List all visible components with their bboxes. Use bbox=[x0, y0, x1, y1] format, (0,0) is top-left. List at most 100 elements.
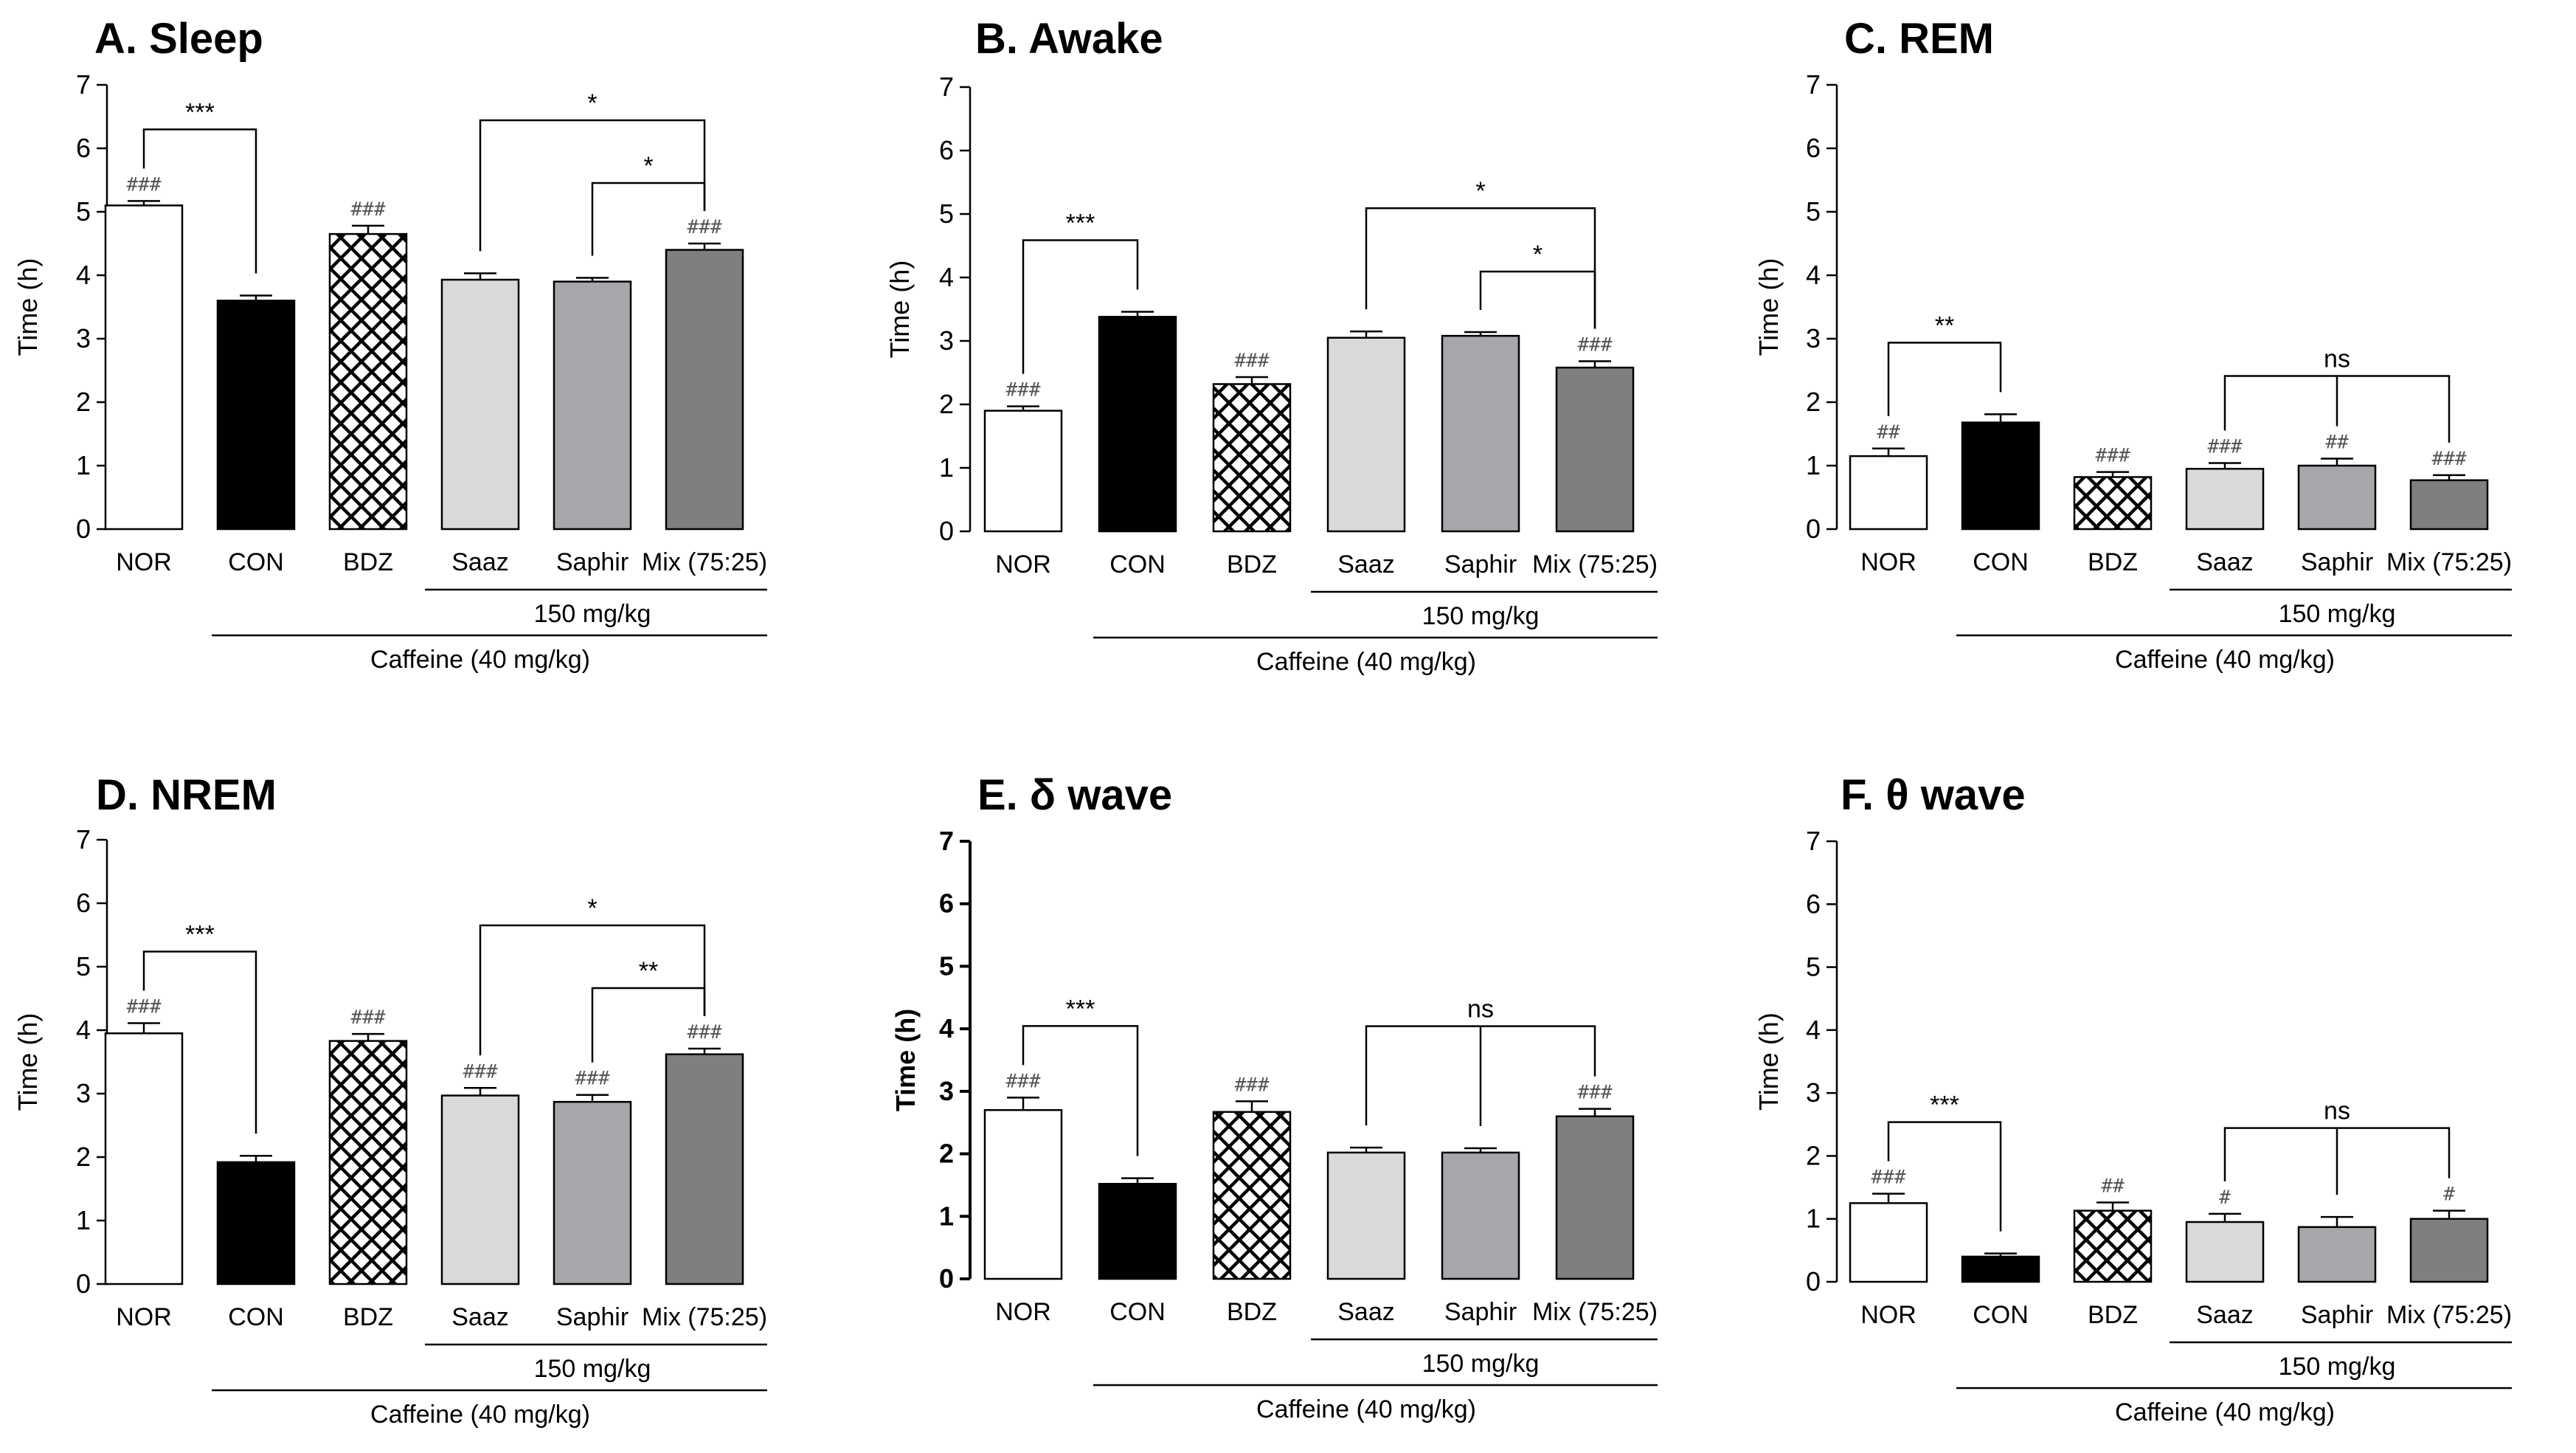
y-tick-label: 0 bbox=[939, 1263, 954, 1294]
y-tick-label: 7 bbox=[76, 69, 91, 100]
y-tick-label: 5 bbox=[76, 196, 91, 227]
comparison-label: *** bbox=[1066, 995, 1095, 1023]
significance-hash: ## bbox=[1877, 421, 1900, 444]
comparison-label: * bbox=[1475, 177, 1485, 205]
comparison-bracket bbox=[1022, 1025, 1139, 1156]
y-tick-label: 2 bbox=[939, 1139, 954, 1169]
comparison-bracket bbox=[479, 924, 706, 1056]
bar bbox=[1326, 1151, 1406, 1280]
comparison-bracket bbox=[1365, 207, 1596, 329]
comparison-label: * bbox=[643, 152, 653, 180]
bar bbox=[104, 1032, 184, 1285]
bar bbox=[1961, 421, 2040, 531]
bar bbox=[1849, 455, 1928, 531]
comparison-label: ** bbox=[1935, 311, 1954, 339]
bar bbox=[1555, 1115, 1635, 1280]
significance-hash: ### bbox=[2208, 436, 2243, 458]
bar bbox=[2297, 1226, 2377, 1283]
bar bbox=[2185, 1221, 2265, 1283]
significance-hash: # bbox=[2219, 1187, 2231, 1209]
y-tick-label: 5 bbox=[939, 950, 954, 981]
comparison-bracket bbox=[1887, 342, 2002, 416]
x-tick-label: CON bbox=[1973, 548, 2029, 576]
y-tick-label: 4 bbox=[1806, 1015, 1821, 1045]
panel-title: C. REM bbox=[1844, 15, 1994, 63]
caffeine-group-label: Caffeine (40 mg/kg) bbox=[1256, 1395, 1476, 1423]
x-tick-label: Mix (75:25) bbox=[1532, 551, 1658, 579]
x-tick-label: Saphir bbox=[2301, 1301, 2373, 1329]
y-tick-label: 2 bbox=[1806, 387, 1821, 417]
comparison-label: *** bbox=[185, 921, 215, 949]
x-tick-label: CON bbox=[1109, 1298, 1166, 1326]
comparison-bracket bbox=[591, 987, 706, 1063]
comparison-label: *** bbox=[1930, 1091, 1959, 1119]
y-axis-label: Time (h) bbox=[13, 258, 43, 356]
bar bbox=[1441, 1151, 1520, 1280]
comparison-label: ns bbox=[2324, 345, 2350, 373]
bar bbox=[553, 280, 632, 531]
panel-title: B. Awake bbox=[975, 15, 1163, 63]
x-tick-label: Mix (75:25) bbox=[642, 1303, 767, 1331]
bar bbox=[1961, 1255, 2040, 1283]
x-tick-label: Saphir bbox=[1444, 1298, 1517, 1326]
caffeine-group-label: Caffeine (40 mg/kg) bbox=[2115, 646, 2335, 674]
x-tick-label: NOR bbox=[116, 1303, 172, 1331]
comparison-bracket bbox=[1479, 270, 1596, 329]
y-tick-label: 2 bbox=[76, 387, 91, 417]
bar bbox=[328, 232, 408, 531]
comparison-label: ns bbox=[1467, 995, 1494, 1024]
x-tick-label: Saphir bbox=[1444, 551, 1517, 579]
y-tick-label: 1 bbox=[939, 1201, 954, 1231]
bar bbox=[2073, 1209, 2153, 1283]
significance-hash: ### bbox=[127, 996, 162, 1018]
significance-hash: ### bbox=[1578, 1082, 1613, 1104]
bar bbox=[1098, 1182, 1177, 1280]
x-tick-label: BDZ bbox=[1227, 551, 1277, 579]
significance-hash: ## bbox=[2101, 1176, 2125, 1198]
significance-hash: ### bbox=[351, 1007, 386, 1029]
significance-hash: ### bbox=[1006, 1070, 1041, 1092]
y-tick-label: 4 bbox=[1806, 260, 1821, 290]
panel-e: E. δ wave 0 1 2 3 4 5 6 7 Time (h) ### NOR CON ### BDZ… bbox=[890, 771, 1658, 1423]
y-tick-label: 5 bbox=[76, 951, 91, 981]
significance-hash: ### bbox=[1235, 350, 1270, 372]
x-tick-label: NOR bbox=[1860, 548, 1917, 576]
x-tick-label: Saaz bbox=[1337, 551, 1395, 579]
x-tick-label: BDZ bbox=[343, 1303, 393, 1331]
y-tick-label: 2 bbox=[76, 1142, 91, 1172]
bar bbox=[983, 410, 1063, 533]
comparison-label: ns bbox=[2324, 1097, 2350, 1125]
bar bbox=[1212, 1111, 1292, 1280]
comparison-label: ** bbox=[639, 957, 658, 985]
x-tick-label: Mix (75:25) bbox=[2386, 1301, 2512, 1329]
y-axis-label: Time (h) bbox=[1753, 258, 1784, 356]
bar bbox=[440, 1094, 520, 1285]
bar bbox=[983, 1109, 1063, 1280]
y-axis-label: Time (h) bbox=[890, 1009, 921, 1111]
x-tick-label: Saaz bbox=[451, 548, 509, 576]
x-tick-label: Mix (75:25) bbox=[642, 548, 767, 576]
comparison-label: * bbox=[1533, 241, 1543, 269]
x-tick-label: BDZ bbox=[2088, 548, 2138, 576]
panel-c: C. REM 0 1 2 3 4 5 6 7 Time (h) ## NOR CON ### BDZ ### S… bbox=[1753, 15, 2512, 674]
significance-hash: ### bbox=[1872, 1167, 1906, 1189]
y-tick-label: 1 bbox=[939, 452, 954, 483]
x-tick-label: Mix (75:25) bbox=[2386, 548, 2512, 576]
y-tick-label: 4 bbox=[76, 260, 91, 290]
significance-hash: ### bbox=[351, 199, 386, 221]
y-tick-label: 0 bbox=[1806, 1266, 1821, 1297]
bar bbox=[216, 300, 296, 531]
y-tick-label: 6 bbox=[76, 888, 91, 918]
y-axis-label: Time (h) bbox=[1753, 1012, 1784, 1111]
y-tick-label: 4 bbox=[76, 1015, 91, 1045]
y-tick-label: 6 bbox=[1806, 133, 1821, 163]
x-tick-label: CON bbox=[228, 548, 284, 576]
caffeine-group-label: Caffeine (40 mg/kg) bbox=[1256, 648, 1476, 676]
x-tick-label: CON bbox=[1109, 551, 1166, 579]
y-tick-label: 3 bbox=[1806, 1077, 1821, 1108]
y-tick-label: 2 bbox=[939, 389, 954, 419]
x-tick-label: Saaz bbox=[2196, 548, 2254, 576]
x-tick-label: Saphir bbox=[2301, 548, 2373, 576]
